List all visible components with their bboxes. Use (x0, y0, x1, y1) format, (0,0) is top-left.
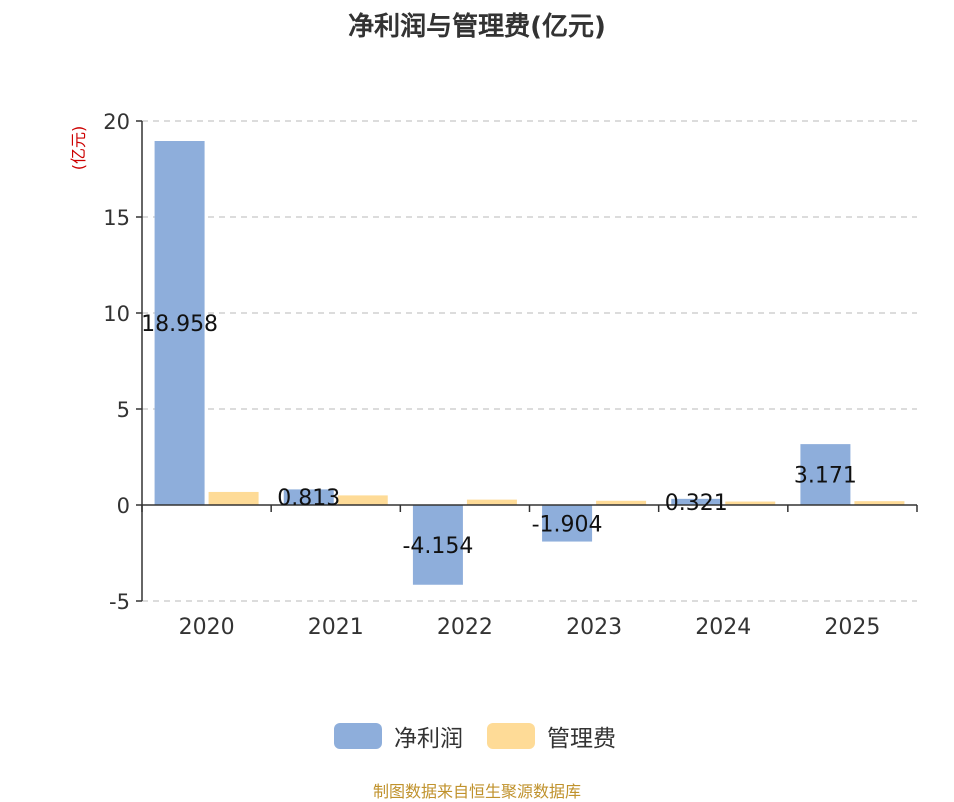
data-label-net-profit: 0.321 (665, 491, 728, 516)
data-label-net-profit: 18.958 (141, 312, 218, 337)
y-tick-label: 10 (103, 302, 130, 326)
y-tick-label: 0 (117, 494, 130, 518)
bar-mgmt-fee[interactable] (725, 501, 776, 505)
legend-label-net-profit: 净利润 (394, 726, 463, 752)
legend-item-net-profit[interactable]: 净利润 (334, 716, 463, 756)
legend: 净利润 管理费 (0, 716, 954, 756)
x-tick-label: 2024 (695, 615, 751, 640)
bar-net-profit[interactable] (671, 498, 722, 505)
bar-mgmt-fee[interactable] (596, 500, 647, 505)
grid-lines (142, 120, 917, 602)
legend-item-mgmt-fee[interactable]: 管理费 (487, 716, 616, 756)
data-label-net-profit: -4.154 (402, 534, 473, 559)
legend-swatch-mgmt-fee (487, 723, 535, 749)
y-tick-label: 15 (103, 206, 130, 230)
bar-net-profit[interactable] (412, 505, 463, 585)
bar-net-profit[interactable] (154, 141, 205, 505)
legend-swatch-net-profit (334, 723, 382, 749)
x-tick-label: 2022 (437, 615, 493, 640)
legend-label-mgmt-fee: 管理费 (547, 726, 616, 752)
y-axis-label: (亿元) (69, 126, 88, 171)
x-tick-label: 2020 (179, 615, 235, 640)
source-note: 制图数据来自恒生聚源数据库 (372, 782, 581, 801)
data-labels: 18.958 0.813 -4.154 -1.904 0.321 3.171 (141, 312, 857, 559)
bar-mgmt-fee[interactable] (854, 501, 905, 505)
bars (154, 141, 905, 585)
x-tick-label: 2021 (308, 615, 364, 640)
bar-net-profit[interactable] (542, 505, 593, 542)
bar-mgmt-fee[interactable] (337, 495, 388, 505)
bar-mgmt-fee[interactable] (466, 499, 517, 505)
bar-mgmt-fee[interactable] (208, 491, 259, 505)
chart-title: 净利润与管理费(亿元) (348, 12, 606, 42)
x-tick-label: 2023 (566, 615, 622, 640)
x-tick-label: 2025 (824, 615, 880, 640)
bar-net-profit[interactable] (800, 444, 851, 505)
data-label-net-profit: -1.904 (532, 512, 603, 537)
data-label-net-profit: 0.813 (277, 486, 340, 511)
data-label-net-profit: 3.171 (794, 464, 857, 489)
y-tick-label: -5 (109, 590, 130, 614)
y-tick-label: 5 (117, 398, 130, 422)
y-tick-label: 20 (103, 110, 130, 134)
bar-net-profit[interactable] (283, 489, 334, 505)
